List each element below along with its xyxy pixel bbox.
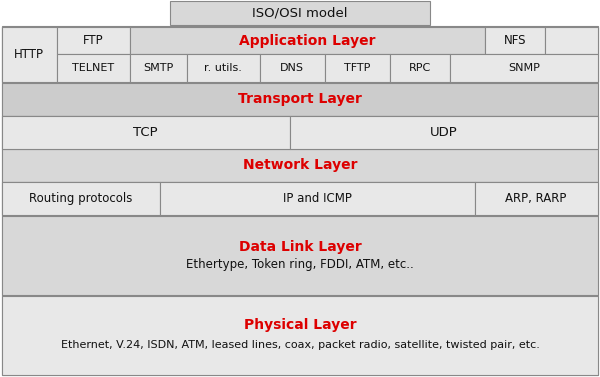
Bar bbox=[2, 116, 598, 149]
Text: Ethernet, V.24, ISDN, ATM, leased lines, coax, packet radio, satellite, twisted : Ethernet, V.24, ISDN, ATM, leased lines,… bbox=[61, 340, 539, 351]
Bar bbox=[450, 54, 598, 82]
Text: NFS: NFS bbox=[504, 34, 526, 47]
Bar bbox=[2, 149, 598, 182]
Text: ISO/OSI model: ISO/OSI model bbox=[252, 6, 348, 20]
Bar bbox=[475, 182, 598, 215]
Text: r. utils.: r. utils. bbox=[204, 63, 242, 73]
Text: IP and ICMP: IP and ICMP bbox=[283, 192, 352, 205]
Bar bbox=[2, 83, 598, 116]
Text: DNS: DNS bbox=[280, 63, 304, 73]
Bar bbox=[2, 216, 598, 295]
Bar bbox=[57, 54, 130, 82]
Bar bbox=[260, 54, 325, 82]
Bar bbox=[290, 116, 598, 149]
Text: Routing protocols: Routing protocols bbox=[29, 192, 133, 205]
Text: TELNET: TELNET bbox=[72, 63, 114, 73]
Text: TCP: TCP bbox=[133, 126, 157, 139]
Text: HTTP: HTTP bbox=[14, 48, 44, 61]
Bar bbox=[57, 27, 130, 54]
Text: Network Layer: Network Layer bbox=[243, 158, 357, 173]
Bar bbox=[170, 1, 430, 25]
Text: Ethertype, Token ring, FDDI, ATM, etc..: Ethertype, Token ring, FDDI, ATM, etc.. bbox=[186, 258, 414, 271]
Bar bbox=[485, 27, 545, 54]
Bar bbox=[2, 116, 290, 149]
Text: Transport Layer: Transport Layer bbox=[238, 92, 362, 106]
Text: Application Layer: Application Layer bbox=[239, 34, 375, 48]
Text: TFTP: TFTP bbox=[344, 63, 370, 73]
Bar bbox=[325, 54, 390, 82]
Bar bbox=[2, 27, 57, 82]
Text: RPC: RPC bbox=[409, 63, 431, 73]
Bar bbox=[2, 296, 598, 375]
Text: SNMP: SNMP bbox=[508, 63, 540, 73]
Bar bbox=[2, 182, 160, 215]
Text: UDP: UDP bbox=[430, 126, 458, 139]
Text: SMTP: SMTP bbox=[143, 63, 173, 73]
Text: FTP: FTP bbox=[83, 34, 103, 47]
Text: Physical Layer: Physical Layer bbox=[244, 319, 356, 333]
Text: ARP, RARP: ARP, RARP bbox=[505, 192, 566, 205]
Bar bbox=[390, 54, 450, 82]
Text: Data Link Layer: Data Link Layer bbox=[239, 239, 361, 253]
Bar bbox=[2, 27, 598, 82]
Bar bbox=[545, 27, 598, 54]
Bar bbox=[187, 54, 260, 82]
Bar bbox=[130, 27, 485, 54]
Bar bbox=[160, 182, 475, 215]
Bar bbox=[130, 54, 187, 82]
Bar bbox=[2, 182, 598, 215]
